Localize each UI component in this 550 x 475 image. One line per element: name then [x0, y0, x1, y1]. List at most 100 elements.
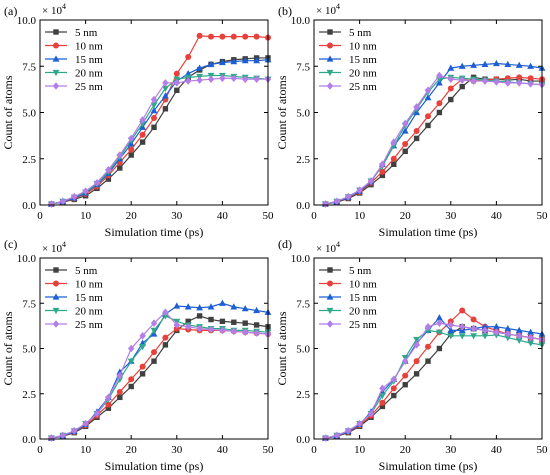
data-point [242, 33, 249, 40]
data-point [219, 33, 226, 40]
series-5-nm [322, 74, 545, 207]
data-point [447, 85, 454, 92]
x-tick-label: 20 [126, 444, 138, 456]
data-point [527, 340, 534, 347]
x-tick-label: 10 [80, 210, 92, 222]
data-point [322, 200, 329, 208]
data-point [162, 92, 169, 99]
x-tick-label: 50 [263, 210, 275, 222]
data-point [231, 319, 237, 325]
data-point [527, 333, 534, 342]
data-point [436, 319, 443, 327]
data-point [367, 177, 375, 185]
legend-marker [326, 307, 334, 315]
x-tick-label: 0 [37, 444, 43, 456]
data-point [128, 344, 135, 353]
data-point [527, 328, 534, 335]
data-point [151, 115, 157, 122]
data-point [425, 343, 431, 350]
legend-label: 25 nm [349, 319, 377, 331]
data-point [241, 305, 249, 312]
data-point [128, 134, 135, 143]
y-tick-label: 7.5 [22, 61, 36, 73]
data-point [196, 313, 203, 319]
legend-marker [53, 267, 59, 273]
x-tick-label: 50 [263, 444, 275, 456]
y-tick-label: 10.0 [17, 15, 37, 27]
data-point [424, 86, 432, 95]
data-point [470, 61, 477, 68]
data-point [413, 103, 420, 111]
data-point [253, 306, 260, 314]
data-point [207, 303, 215, 310]
data-point [196, 304, 203, 311]
data-point [93, 409, 101, 418]
data-point [356, 186, 363, 194]
x-tick-label: 40 [217, 210, 229, 222]
data-point [345, 192, 352, 201]
legend-label: 10 nm [349, 41, 377, 53]
data-point [117, 394, 123, 401]
series-line [325, 74, 543, 205]
data-point [196, 76, 203, 84]
data-point [481, 77, 489, 85]
data-point [527, 75, 534, 82]
legend-marker [326, 320, 334, 328]
panel-label: (d) [278, 237, 292, 251]
x-tick-label: 0 [37, 210, 43, 222]
data-point [150, 319, 158, 327]
x-axis-label: Simulation time (ps) [379, 459, 478, 473]
data-point [253, 75, 260, 83]
data-point [71, 427, 78, 435]
series-5-nm [48, 313, 271, 441]
x-tick-label: 50 [537, 444, 549, 456]
legend-marker [53, 280, 59, 287]
series-25-nm [48, 308, 272, 442]
data-point [128, 376, 135, 383]
data-point [379, 403, 386, 410]
data-point [436, 345, 443, 352]
data-point [253, 322, 260, 328]
data-point [390, 155, 397, 162]
data-point [162, 342, 169, 348]
y-axis-label: Count of atoms [1, 311, 15, 385]
data-point [139, 131, 146, 138]
y-tick-label: 7.5 [22, 298, 36, 310]
data-point [447, 326, 455, 333]
axis-multiplier: × 104 [316, 2, 340, 17]
legend-marker [326, 69, 334, 77]
x-tick-label: 20 [400, 210, 412, 222]
series-20-nm [48, 313, 272, 442]
x-axis-label: Simulation time (ps) [379, 225, 478, 239]
data-point [185, 318, 191, 325]
legend-marker [327, 42, 333, 49]
x-tick-label: 40 [491, 444, 503, 456]
data-point [447, 75, 454, 83]
data-point [459, 76, 466, 84]
data-point [402, 148, 408, 155]
data-point [379, 172, 386, 179]
data-point [173, 321, 180, 329]
legend-label: 20 nm [349, 306, 377, 318]
data-point [424, 322, 432, 331]
data-point [151, 124, 157, 130]
data-point [116, 388, 123, 395]
data-point [436, 314, 443, 321]
data-point [173, 302, 181, 309]
data-point [59, 431, 66, 440]
x-tick-label: 30 [171, 210, 183, 222]
x-tick-label: 10 [80, 444, 92, 456]
data-point [162, 85, 169, 93]
data-point [459, 307, 466, 314]
data-point [127, 358, 135, 365]
data-point [481, 333, 489, 340]
data-point [82, 187, 89, 195]
data-point [139, 371, 146, 377]
y-tick-label: 10.0 [291, 253, 311, 265]
y-tick-label: 0.0 [22, 200, 36, 212]
data-point [173, 79, 180, 87]
data-point [504, 330, 511, 338]
